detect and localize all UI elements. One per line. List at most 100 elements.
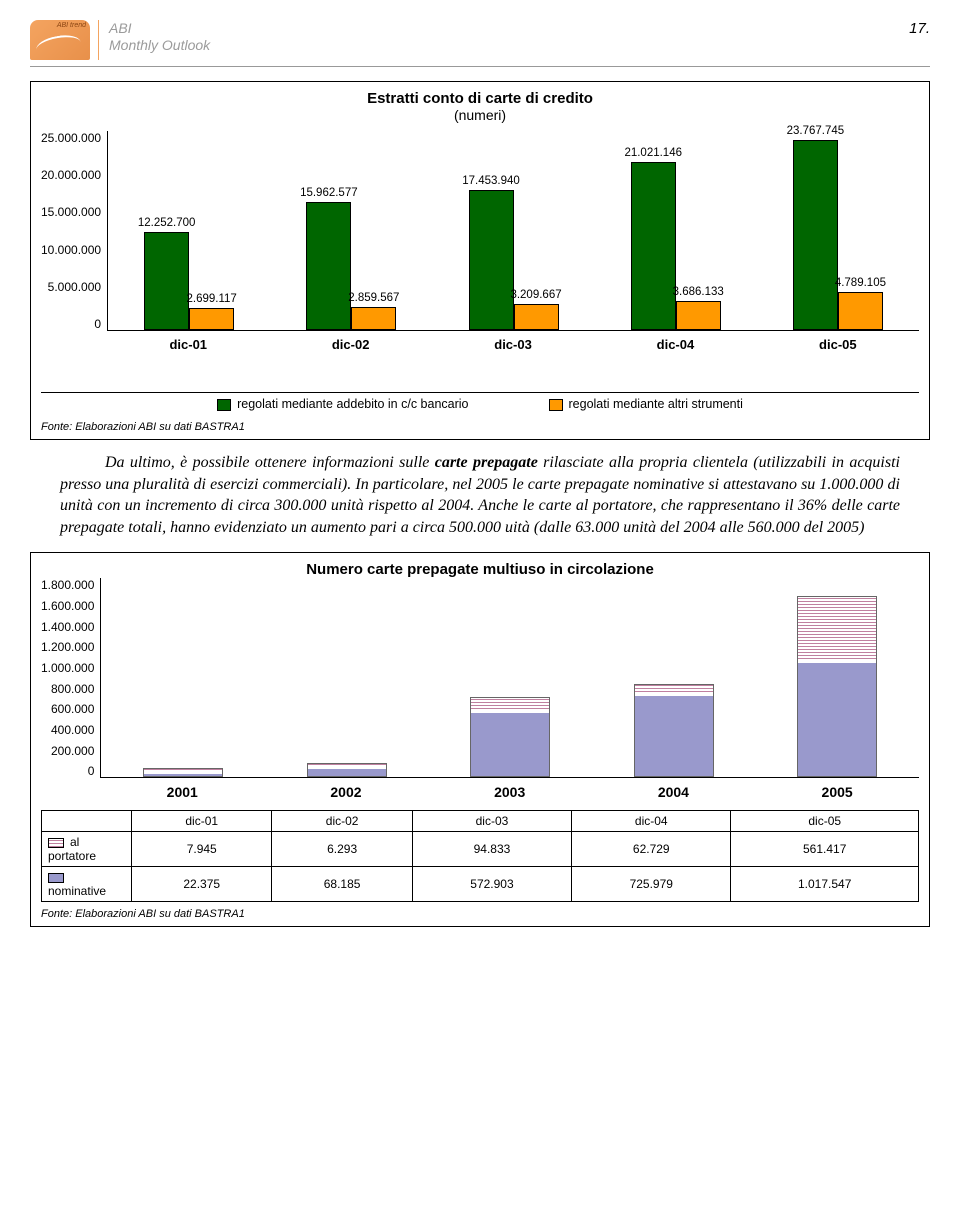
header-line1: ABI [109,20,210,37]
stacked-bar [797,596,877,777]
bar-series1: 21.021.146 [631,162,676,330]
bar-series2: 3.686.133 [676,301,721,330]
bar-group: 15.962.5772.859.567 [270,202,432,330]
chart1-yaxis: 25.000.00020.000.00015.000.00010.000.000… [41,131,107,331]
bar-group: 23.767.7454.789.105 [757,140,919,330]
y-tick: 5.000.000 [48,280,101,294]
table-cell: 572.903 [412,867,571,902]
chart2-container: Numero carte prepagate multiuso in circo… [30,552,930,927]
stacked-bar [143,768,223,777]
bar-value-label: 23.767.745 [787,125,845,137]
segment-portatore [471,698,549,709]
stacked-bar [470,697,550,777]
bar-value-label: 12.252.700 [138,217,196,229]
chart1-legend-item1: regolati mediante addebito in c/c bancar… [217,397,468,411]
y-tick: 1.800.000 [41,578,94,592]
bar-series2: 2.699.117 [189,308,234,330]
table-cell: 94.833 [412,832,571,867]
y-tick: 0 [94,317,101,331]
chart2-data-table: dic-01 dic-02 dic-03 dic-04 dic-05 al po… [41,810,919,902]
bar-value-label: 2.859.567 [348,292,399,304]
chart1-legend-item2: regolati mediante altri strumenti [549,397,743,411]
nominative-swatch [48,873,64,883]
chart1-container: Estratti conto di carte di credito (nume… [30,81,930,440]
header-title: ABI Monthly Outlook [109,20,210,54]
bar-series1: 17.453.940 [469,190,514,330]
table-cell: 561.417 [731,832,919,867]
chart2-source: Fonte: Elaborazioni ABI su dati BASTRA1 [41,908,919,920]
x-label: dic-05 [757,337,919,352]
y-tick: 1.400.000 [41,620,94,634]
bar-series1: 12.252.700 [144,232,189,330]
chart2-area: 1.800.0001.600.0001.400.0001.200.0001.00… [41,578,919,800]
segment-nominative [308,769,386,777]
table-header-row: dic-01 dic-02 dic-03 dic-04 dic-05 [42,811,919,832]
stacked-bar-group [592,684,756,778]
y-tick: 600.000 [51,702,94,716]
chart2-xlabels: 20012002200320042005 [100,784,919,800]
y-tick: 1.200.000 [41,640,94,654]
chart1-subtitle: (numeri) [41,107,919,123]
table-cell: 68.185 [272,867,412,902]
table-header: dic-01 [132,811,272,832]
x-label: 2005 [755,784,919,800]
stacked-bar-group [101,768,265,777]
y-tick: 800.000 [51,682,94,696]
bar-value-label: 21.021.146 [624,147,682,159]
bar-series2: 3.209.667 [514,304,559,330]
page-header: ABI Monthly Outlook 17. [30,20,930,60]
y-tick: 0 [88,764,95,778]
body-paragraph: Da ultimo, è possibile ottenere informaz… [60,452,900,538]
chart2-plot [100,578,919,778]
x-label: dic-02 [269,337,431,352]
table-cell: 1.017.547 [731,867,919,902]
table-cell: 7.945 [132,832,272,867]
y-tick: 25.000.000 [41,131,101,145]
stacked-bar-group [755,596,919,777]
chart1-source: Fonte: Elaborazioni ABI su dati BASTRA1 [41,421,919,433]
segment-portatore [635,685,713,692]
bar-value-label: 17.453.940 [462,175,520,187]
x-label: dic-03 [432,337,594,352]
x-label: 2004 [592,784,756,800]
chart2-title: Numero carte prepagate multiuso in circo… [41,561,919,578]
bar-value-label: 3.686.133 [673,286,724,298]
bar-series1: 15.962.577 [306,202,351,330]
page-number: 17. [909,20,930,37]
table-header: dic-03 [412,811,571,832]
y-tick: 400.000 [51,723,94,737]
header-rule [30,66,930,67]
table-row-nominative: nominative 22.375 68.185 572.903 725.979… [42,867,919,902]
portatore-swatch [48,838,64,848]
chart1-area: 25.000.00020.000.00015.000.00010.000.000… [41,131,919,352]
stacked-bar-group [265,763,429,777]
bar-value-label: 3.209.667 [510,289,561,301]
table-header: dic-04 [572,811,731,832]
x-label: dic-04 [594,337,756,352]
segment-nominative [798,663,876,776]
segment-nominative [635,696,713,777]
bar-value-label: 15.962.577 [300,187,358,199]
segment-portatore [798,597,876,659]
table-row-portatore: al portatore 7.945 6.293 94.833 62.729 5… [42,832,919,867]
y-tick: 10.000.000 [41,243,101,257]
table-cell: 62.729 [572,832,731,867]
bar-group: 17.453.9403.209.667 [432,190,594,330]
bar-group: 21.021.1463.686.133 [595,162,757,330]
segment-nominative [471,713,549,777]
header-divider [98,20,99,60]
bar-series2: 2.859.567 [351,307,396,330]
chart1-title: Estratti conto di carte di credito [41,90,919,107]
stacked-bar [307,763,387,777]
y-tick: 15.000.000 [41,205,101,219]
table-cell: 6.293 [272,832,412,867]
bar-series1: 23.767.745 [793,140,838,330]
y-tick: 1.000.000 [41,661,94,675]
stacked-bar-group [428,697,592,777]
table-header: dic-05 [731,811,919,832]
x-label: 2003 [428,784,592,800]
bar-value-label: 2.699.117 [187,293,237,305]
chart2-yaxis: 1.800.0001.600.0001.400.0001.200.0001.00… [41,578,100,778]
header-line2: Monthly Outlook [109,37,210,54]
segment-nominative [144,774,222,776]
